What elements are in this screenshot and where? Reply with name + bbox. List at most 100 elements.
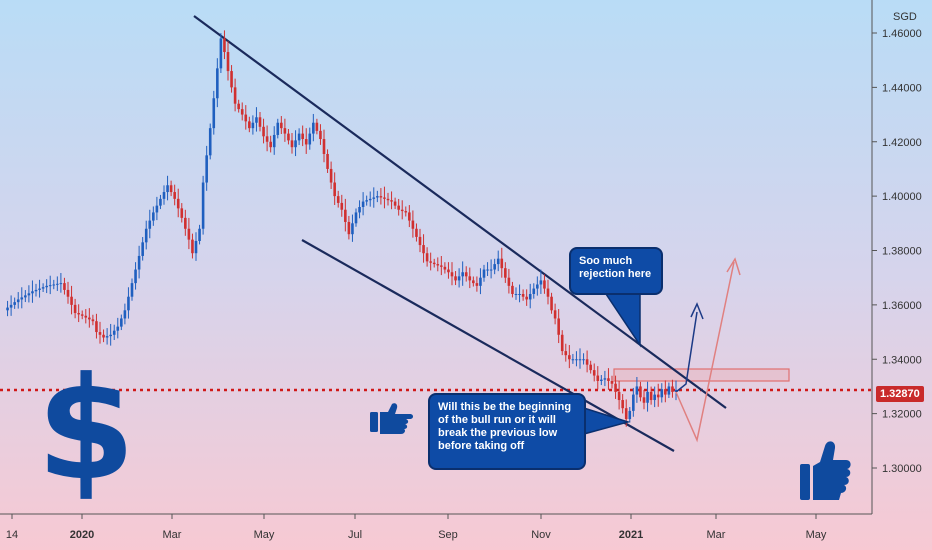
candle-body: [479, 277, 482, 286]
candle-body: [255, 117, 258, 123]
candle-body: [16, 299, 20, 303]
candle-body: [187, 228, 191, 240]
candle-body: [642, 397, 646, 403]
x-tick-label: 2020: [70, 529, 94, 541]
candle-body: [496, 258, 500, 265]
svg-text:$: $: [37, 347, 136, 512]
candle-body: [191, 239, 194, 254]
candle-body: [63, 283, 66, 290]
candle-body: [646, 391, 649, 403]
candle-body: [603, 378, 607, 380]
candle-body: [212, 98, 216, 129]
candle-body: [393, 201, 397, 206]
candle-body: [95, 321, 98, 333]
lower-trendline: [301, 239, 675, 452]
candle-body: [301, 133, 304, 140]
candle-body: [144, 228, 148, 243]
candle-body: [564, 351, 568, 356]
candle-body: [258, 117, 262, 127]
candle-body: [180, 208, 184, 218]
candle-body: [464, 272, 468, 277]
thumbs-up-pointing-icon: [370, 403, 413, 434]
candle-body: [536, 284, 539, 289]
candle-body: [507, 277, 511, 286]
y-tick-label: 1.34000: [882, 354, 922, 366]
candle-body: [208, 128, 212, 156]
candle-body: [127, 296, 130, 311]
candle-body: [223, 38, 226, 53]
candle-body: [397, 205, 400, 210]
candle-body: [230, 71, 233, 88]
candle-body: [347, 221, 351, 235]
candle-body: [443, 266, 447, 270]
candle-body: [80, 314, 84, 316]
candle-body: [297, 133, 301, 141]
y-tick-label: 1.38000: [882, 246, 922, 258]
candle-body: [109, 334, 112, 337]
candle-body: [304, 139, 308, 145]
candle-body: [621, 400, 624, 409]
candle-body: [432, 262, 436, 265]
candle-body: [198, 228, 201, 241]
x-tick-label: May: [806, 529, 827, 541]
candle-body: [656, 394, 660, 398]
candle-body: [429, 261, 432, 263]
candle-body: [539, 280, 543, 285]
candle-body: [660, 389, 664, 398]
candle-body: [390, 200, 393, 202]
candle-body: [557, 318, 560, 335]
x-tick-label: Nov: [531, 529, 551, 541]
y-tick-label: 1.42000: [882, 137, 922, 149]
candle-body: [560, 334, 564, 352]
candle-body: [41, 287, 45, 289]
y-tick-label: 1.40000: [882, 191, 922, 203]
resistance-zone: [613, 368, 790, 382]
candle-body: [159, 198, 162, 206]
candle-body: [216, 68, 219, 99]
candle-body: [34, 289, 38, 292]
candle-body: [9, 304, 13, 308]
candle-body: [653, 394, 656, 401]
current-price-label: 1.32870: [876, 386, 924, 402]
candle-body: [596, 375, 600, 381]
rejection-callout: Soo much rejection here: [569, 247, 663, 295]
candle-body: [379, 196, 383, 198]
candle-body: [422, 245, 425, 254]
candle-body: [340, 202, 344, 210]
candle-body: [461, 272, 464, 277]
candle-body: [102, 334, 105, 338]
candle-body: [315, 122, 319, 131]
candle-body: [667, 386, 671, 395]
candle-body: [262, 126, 265, 137]
x-tick-label: Mar: [163, 529, 182, 541]
candle-body: [607, 378, 610, 381]
candle-body: [244, 114, 248, 122]
candle-body: [272, 134, 276, 148]
candle-body: [624, 408, 628, 420]
candle-body: [489, 269, 493, 271]
candle-body: [365, 200, 368, 202]
candle-body: [48, 285, 52, 287]
candle-body: [674, 389, 678, 392]
candle-body: [472, 280, 475, 284]
candle-body: [482, 269, 486, 278]
candle-body: [486, 269, 489, 271]
x-tick-label: 2021: [619, 529, 643, 541]
candle-body: [532, 288, 536, 294]
y-tick-label: 1.44000: [882, 82, 922, 94]
candle-body: [511, 285, 514, 294]
candle-body: [31, 291, 34, 294]
candle-body: [468, 276, 472, 281]
thumbs-up-icon: [800, 441, 851, 500]
candle-body: [194, 240, 198, 254]
candle-body: [137, 255, 141, 270]
candle-body: [543, 280, 546, 289]
candle-body: [20, 297, 24, 300]
candle-body: [358, 207, 361, 213]
candle-body: [600, 379, 603, 381]
candle-body: [248, 121, 251, 129]
candle-body: [571, 359, 575, 361]
candle-body: [475, 283, 479, 286]
